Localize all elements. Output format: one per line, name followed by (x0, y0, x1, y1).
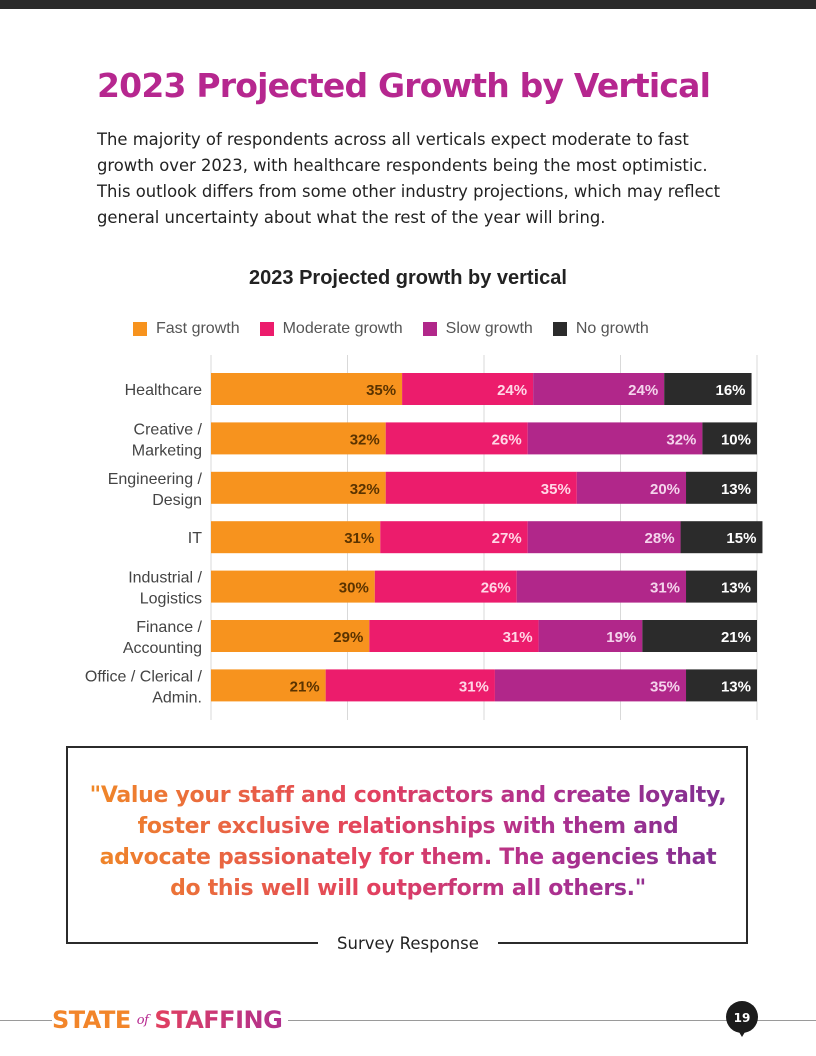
stacked-bar-chart: Healthcare 35% 24% 24% 16% Creative / Marketin… (85, 355, 763, 720)
data-label-none: 16% (716, 382, 746, 399)
bar-fast (211, 422, 386, 455)
data-label-moderate: 35% (541, 481, 571, 498)
legend-swatch-none (552, 322, 567, 336)
bar-slow (538, 620, 643, 652)
legend-label-moderate: Moderate growth (282, 320, 403, 337)
data-label-slow: 35% (650, 678, 680, 695)
data-label-fast: 35% (366, 382, 396, 399)
data-label-moderate: 31% (503, 629, 533, 646)
chart-title: 2023 Projected growth by vertical (249, 267, 567, 289)
legend-swatch-moderate (259, 322, 274, 336)
data-label-fast: 21% (290, 678, 320, 695)
bar-fast (211, 373, 403, 405)
bar-none (702, 422, 757, 455)
bar-moderate (402, 373, 534, 405)
legend-swatch-fast (133, 322, 147, 336)
bar-slow (533, 373, 665, 405)
data-label-slow: 19% (606, 629, 636, 646)
bar-none (664, 373, 752, 405)
bar-slow (516, 570, 687, 603)
footer-logo: STATE of STAFFING (52, 1006, 289, 1034)
data-label-slow: 28% (645, 530, 675, 547)
bar-slow (527, 521, 681, 554)
bar-none (686, 669, 757, 702)
data-label-fast: 29% (333, 629, 363, 646)
brand-word-staffing: STAFFING (154, 1006, 283, 1034)
bar-moderate (369, 620, 539, 652)
data-label-none: 15% (726, 530, 756, 547)
brand-word-state: STATE (52, 1006, 131, 1034)
legend-item-none: No growth (552, 320, 649, 338)
top-bar (0, 0, 816, 9)
category-label: Finance / Accounting (123, 619, 203, 657)
category-label: Industrial / Logistics (128, 570, 202, 608)
bar-moderate (380, 521, 528, 554)
bar-slow (527, 422, 703, 455)
intro-paragraph: The majority of respondents across all v… (97, 130, 721, 227)
data-label-slow: 24% (628, 382, 658, 399)
bar-fast (211, 669, 326, 702)
footer-divider (0, 1020, 816, 1021)
quote-text: "Value your staff and contractors and cr… (82, 780, 734, 904)
legend-item-slow: Slow growth (422, 320, 533, 338)
bar-fast (211, 471, 386, 504)
chart-legend: Fast growth Moderate growth Slow growth … (133, 320, 649, 338)
data-label-fast: 32% (350, 431, 380, 448)
page-number-pointer (736, 1027, 748, 1037)
bar-none (680, 521, 763, 554)
brand-word-of: of (136, 1012, 149, 1028)
data-label-slow: 20% (650, 481, 680, 498)
category-label: IT (188, 530, 202, 547)
data-label-none: 13% (721, 481, 751, 498)
bar-fast (211, 570, 375, 603)
bar-slow (576, 471, 687, 504)
bar-moderate (385, 471, 577, 504)
bar-slow (494, 669, 687, 702)
data-label-slow: 31% (650, 580, 680, 597)
data-label-moderate: 27% (492, 530, 522, 547)
page-number-badge: 19 (726, 1001, 758, 1041)
bar-fast (211, 521, 381, 554)
bar-none (686, 570, 757, 603)
data-label-moderate: 26% (481, 580, 511, 597)
data-label-slow: 32% (666, 431, 696, 448)
data-label-fast: 30% (339, 580, 369, 597)
data-label-none: 21% (721, 629, 751, 646)
category-label: Office / Clerical / Admin. (85, 668, 203, 706)
data-label-fast: 31% (344, 530, 374, 547)
legend-label-slow: Slow growth (445, 320, 533, 337)
legend-label-fast: Fast growth (156, 320, 240, 337)
legend-item-moderate: Moderate growth (259, 320, 403, 338)
data-label-moderate: 24% (497, 382, 527, 399)
bar-moderate (325, 669, 495, 702)
category-label: Healthcare (125, 382, 202, 399)
bar-fast (211, 620, 370, 652)
legend-swatch-slow (422, 322, 437, 336)
legend-label-none: No growth (575, 320, 649, 337)
data-label-fast: 32% (350, 481, 380, 498)
page-title: 2023 Projected Growth by Vertical (97, 66, 711, 105)
category-label: Creative / Marketing (132, 421, 203, 459)
data-label-none: 13% (721, 678, 751, 695)
legend-item-fast: Fast growth (133, 320, 240, 338)
data-label-moderate: 31% (459, 678, 489, 695)
bar-moderate (374, 570, 517, 603)
page-number: 19 (726, 1001, 758, 1033)
quote-attribution: Survey Response (318, 932, 498, 956)
bar-none (642, 620, 757, 652)
data-label-moderate: 26% (492, 431, 522, 448)
category-label: Engineering / Design (108, 471, 203, 509)
data-label-none: 10% (721, 431, 751, 448)
bar-moderate (385, 422, 528, 455)
bar-none (686, 471, 757, 504)
data-label-none: 13% (721, 580, 751, 597)
